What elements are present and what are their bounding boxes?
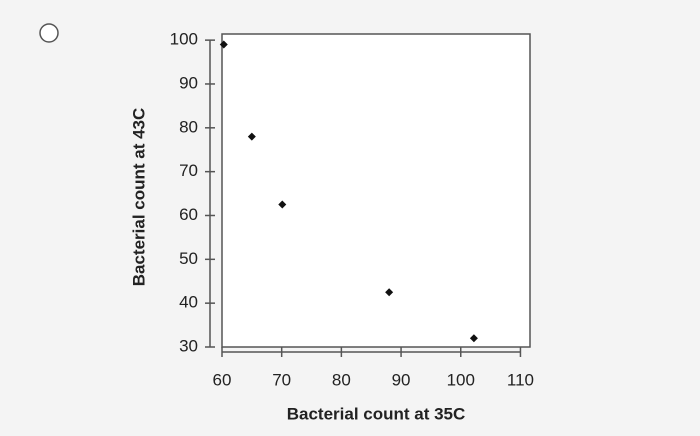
y-axis-label: Bacterial count at 43C	[129, 108, 148, 287]
y-tick-label: 90	[179, 73, 198, 92]
point	[219, 40, 228, 49]
point	[278, 200, 287, 209]
y-tick-label: 60	[179, 205, 198, 224]
x-tick-label: 80	[332, 370, 351, 389]
y-tick-label: 40	[179, 293, 198, 312]
y-tick-label: 70	[179, 161, 198, 180]
x-tick-label: 110	[507, 370, 534, 389]
y-tick-label: 50	[179, 249, 198, 268]
radio-button[interactable]	[39, 23, 59, 43]
x-tick-label: 70	[272, 370, 291, 389]
x-tick-label: 90	[392, 370, 411, 389]
x-axis-label: Bacterial count at 35C	[287, 404, 466, 423]
x-tick-label: 100	[447, 370, 475, 389]
point	[385, 288, 394, 297]
y-tick-label: 30	[179, 336, 198, 355]
point	[469, 334, 478, 343]
point	[247, 132, 256, 141]
x-tick-label: 60	[213, 370, 232, 389]
plot-area	[221, 33, 531, 348]
y-tick-label: 80	[179, 117, 198, 136]
y-tick-label: 100	[170, 30, 198, 49]
